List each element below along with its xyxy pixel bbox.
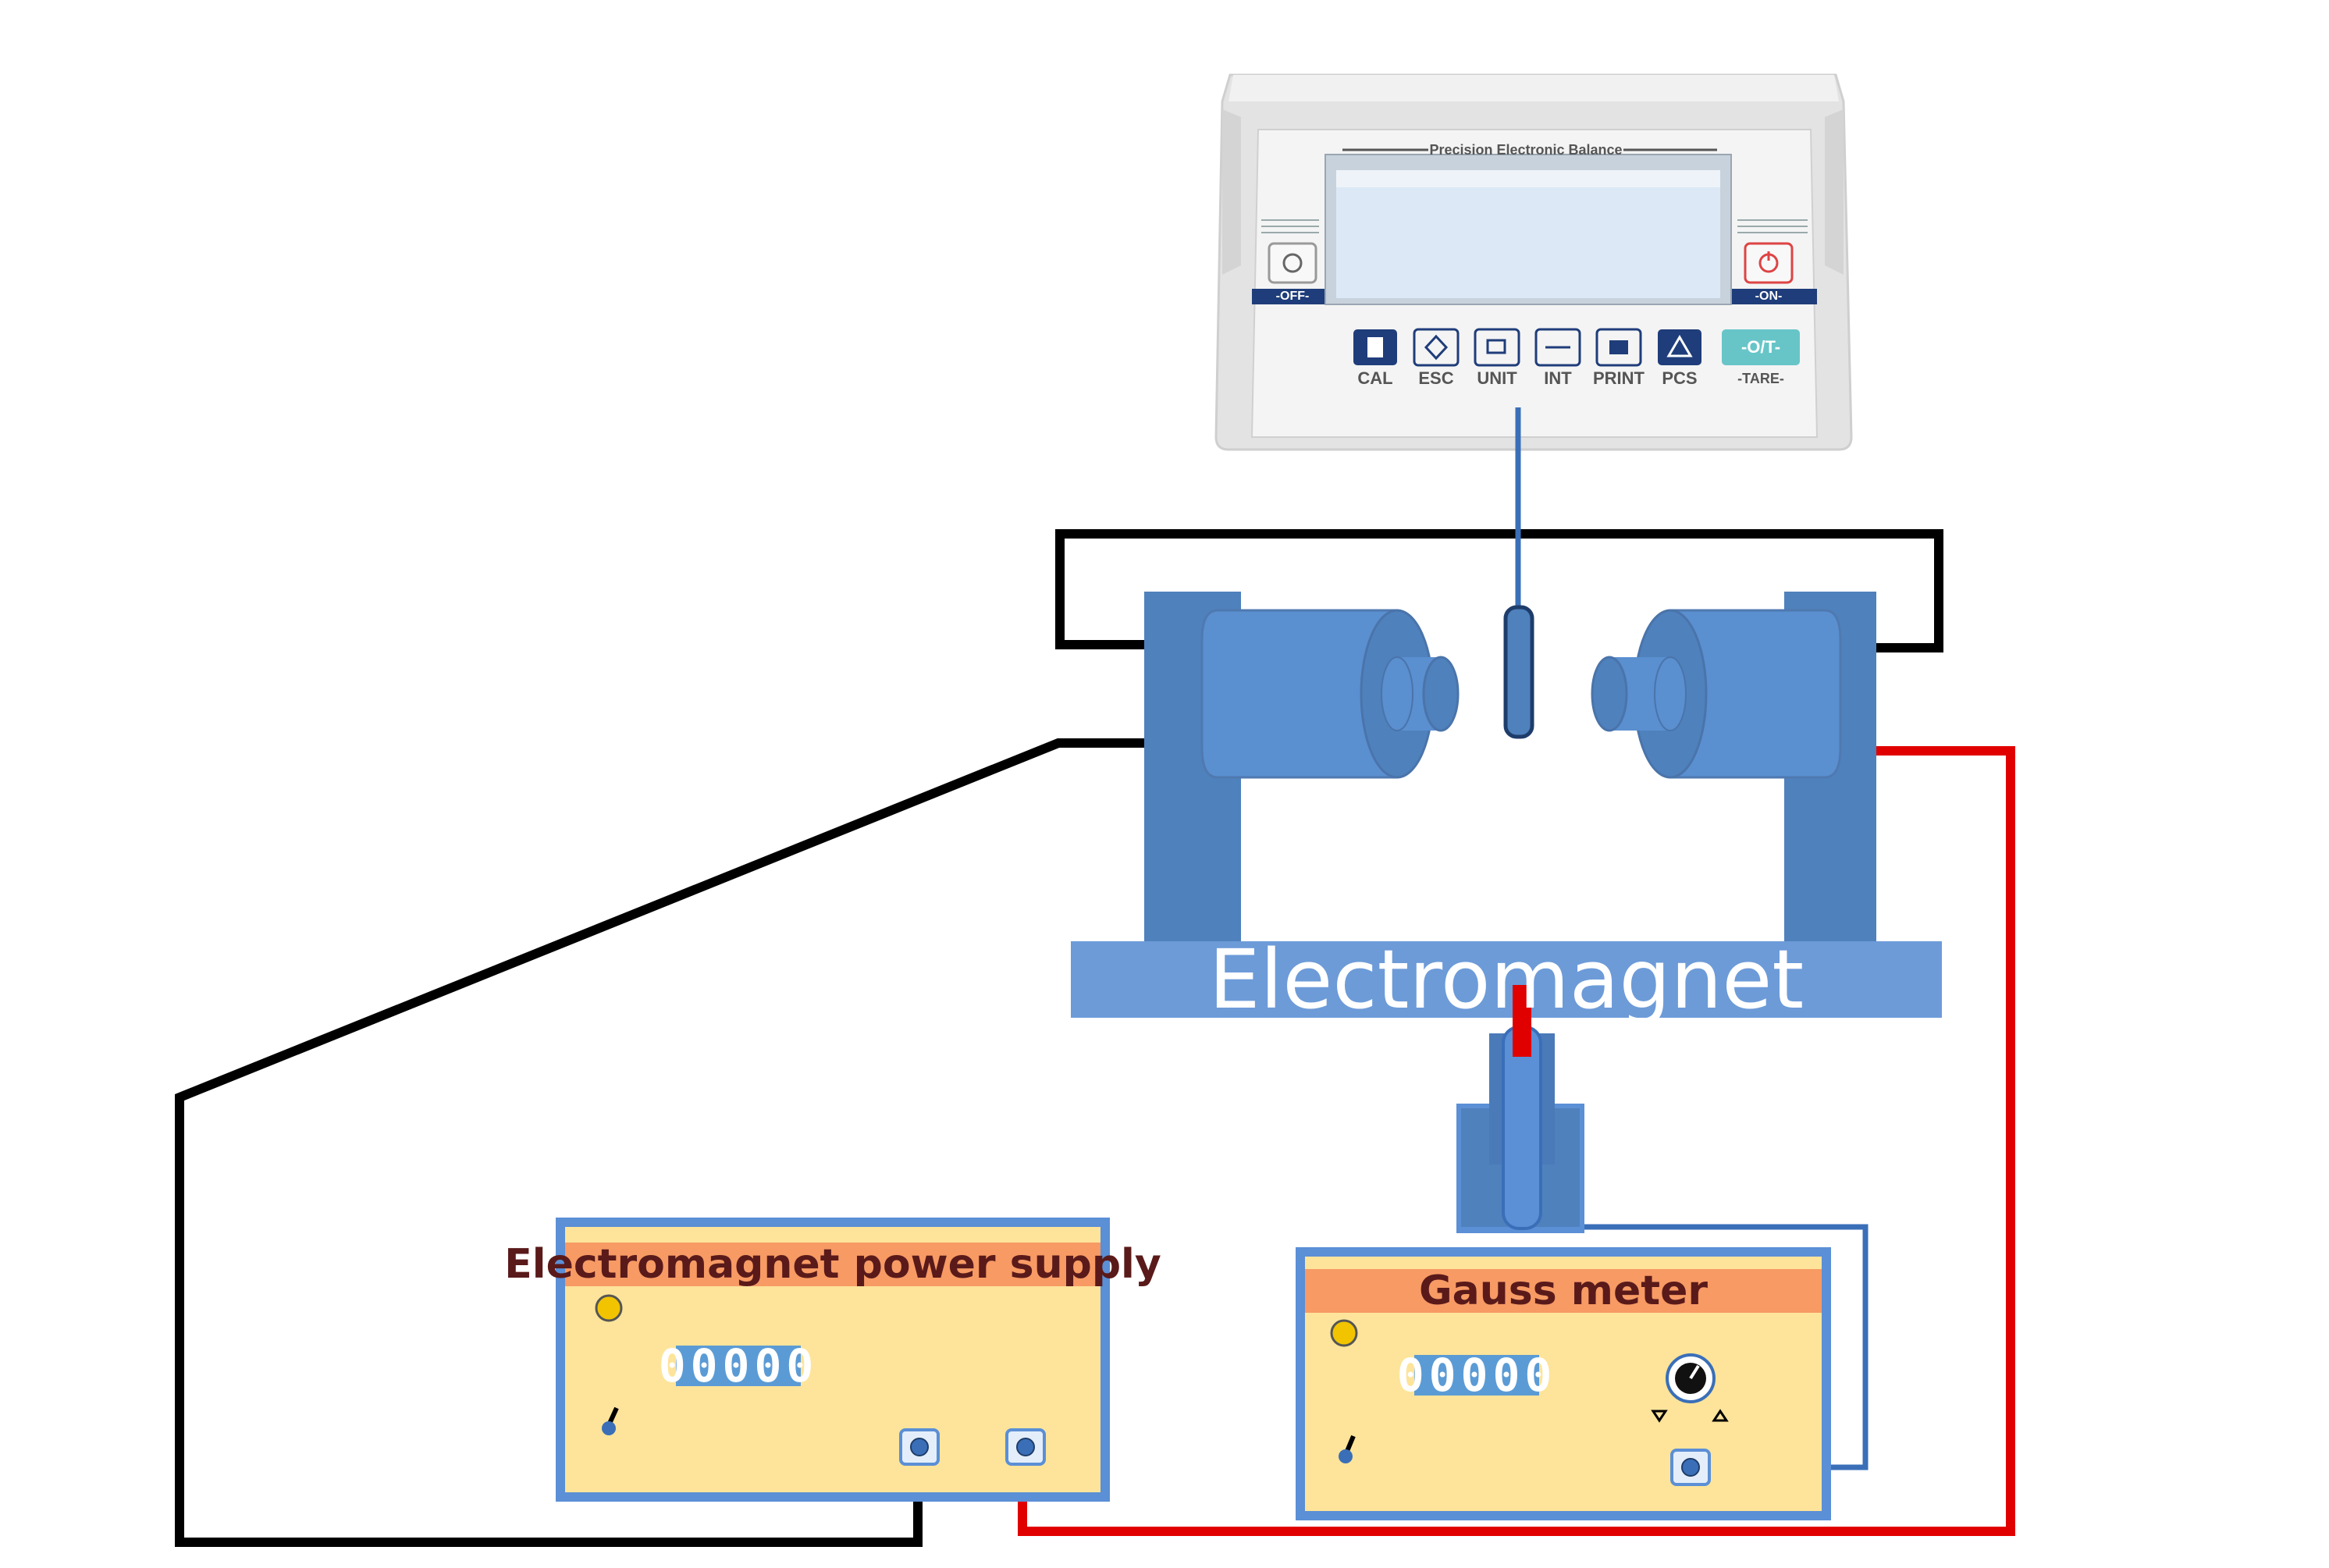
tare-button[interactable] <box>1722 329 1800 365</box>
hall-probe <box>1456 985 1584 1233</box>
electronic-balance <box>1214 73 1853 451</box>
power-indicator-light <box>595 1294 623 1322</box>
black-wire-supply <box>175 738 1202 1547</box>
hall-probe-stem <box>1502 1026 1542 1230</box>
black-wire-coil-link <box>1055 529 1943 652</box>
electromagnet-base <box>1071 941 1942 1018</box>
balance-off-button[interactable] <box>1268 242 1317 284</box>
right-pole-piece <box>1591 656 1628 732</box>
power-switch-knob[interactable] <box>602 1421 616 1435</box>
balance-screen <box>1336 170 1720 298</box>
gauss-meter-display <box>1414 1355 1539 1396</box>
sample-tube <box>1503 605 1534 739</box>
power-supply-unit <box>556 1218 1110 1502</box>
hall-probe-tip <box>1513 985 1531 1057</box>
gauss-indicator-light <box>1330 1319 1358 1347</box>
electromagnet <box>1071 592 1942 1018</box>
balance-on-button[interactable] <box>1744 242 1794 284</box>
power-icon <box>1282 253 1303 273</box>
balance-keypad <box>1353 328 1800 367</box>
power-supply-header <box>565 1243 1100 1286</box>
gauss-switch-knob[interactable] <box>1339 1449 1353 1463</box>
decrease-arrow-icon[interactable] <box>1651 1410 1668 1423</box>
gauss-meter-unit <box>1296 1247 1831 1520</box>
unit-key[interactable] <box>1474 328 1520 367</box>
left-pole-piece <box>1422 656 1460 732</box>
pcs-key[interactable] <box>1658 329 1701 365</box>
power-supply-display <box>676 1346 801 1386</box>
red-wire-supply <box>1018 746 2015 1536</box>
increase-arrow-icon[interactable] <box>1712 1409 1729 1422</box>
esc-key[interactable] <box>1413 328 1460 367</box>
gauss-meter-header <box>1305 1269 1822 1313</box>
